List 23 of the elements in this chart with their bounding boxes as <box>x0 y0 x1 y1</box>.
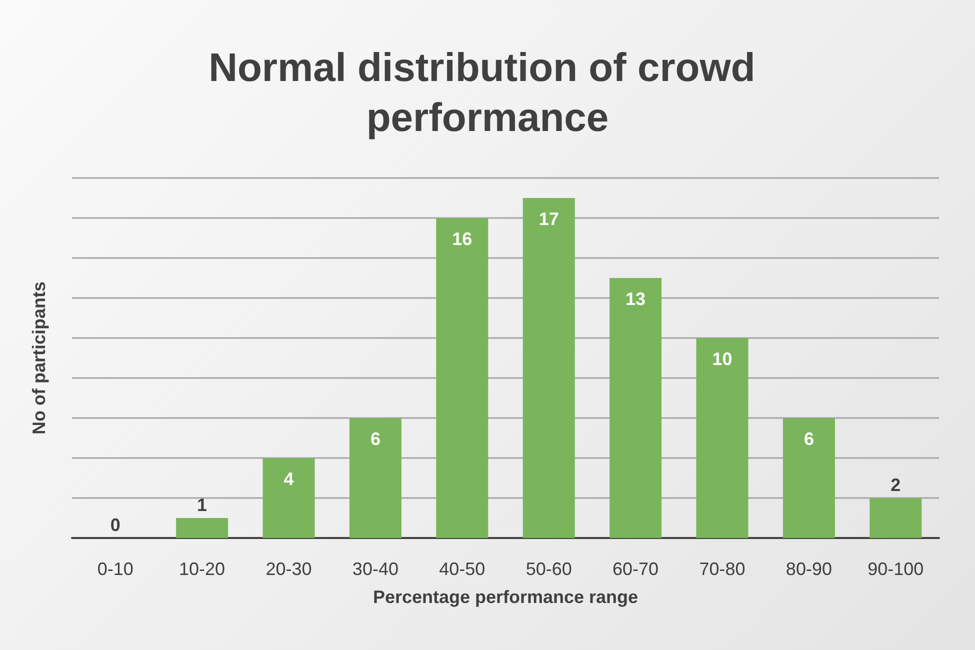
data-label: 2 <box>890 475 901 495</box>
y-axis-title: No of participants <box>29 281 49 435</box>
data-label: 6 <box>370 429 380 449</box>
x-tick-label: 0-10 <box>97 559 134 579</box>
x-tick-label: 90-100 <box>868 559 924 579</box>
data-label: 1 <box>197 495 208 515</box>
data-label: 13 <box>626 289 646 309</box>
data-label: 16 <box>452 229 472 249</box>
x-tick-label: 60-70 <box>612 559 659 579</box>
data-label: 0 <box>110 515 120 535</box>
x-tick-label: 40-50 <box>439 559 486 579</box>
x-tick-label: 30-40 <box>352 559 398 579</box>
x-tick-label: 20-30 <box>266 559 312 579</box>
data-label: 4 <box>284 469 294 489</box>
x-tick-label: 80-90 <box>786 559 832 579</box>
chart-title: Normal distribution of crowd performance <box>208 46 766 140</box>
data-label: 17 <box>538 209 559 229</box>
x-tick-label: 50-60 <box>526 559 572 579</box>
x-tick-label: 70-80 <box>699 559 746 579</box>
data-label: 10 <box>712 349 732 369</box>
data-label: 6 <box>804 429 814 449</box>
x-axis-title: Percentage performance range <box>372 587 638 607</box>
x-tick-label: 10-20 <box>179 559 226 579</box>
